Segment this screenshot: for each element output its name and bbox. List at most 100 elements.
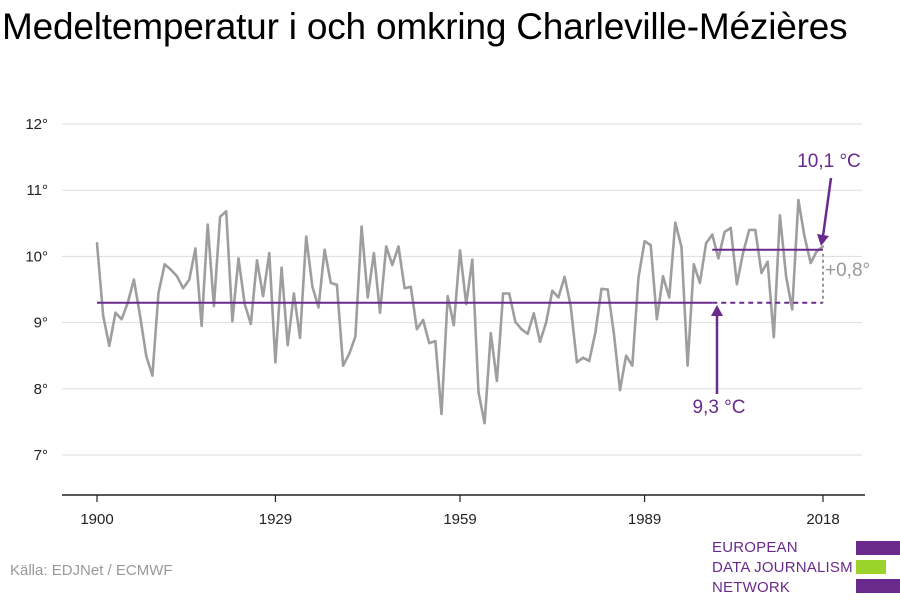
- data-point: [434, 339, 437, 343]
- data-point: [624, 354, 628, 357]
- data-point: [280, 266, 283, 269]
- data-point: [145, 354, 148, 357]
- data-point: [378, 311, 382, 314]
- data-point: [791, 308, 794, 311]
- data-point: [538, 340, 542, 343]
- temperature-series: [95, 198, 825, 425]
- data-point: [557, 296, 560, 299]
- data-point: [317, 306, 320, 309]
- x-tick-label: 2018: [806, 511, 839, 528]
- annotation-baseline-mean: 9,3 °C: [692, 397, 745, 418]
- data-point: [766, 260, 769, 263]
- data-point: [108, 344, 111, 347]
- data-point: [729, 226, 732, 230]
- data-point: [120, 318, 123, 321]
- data-point: [760, 271, 763, 275]
- data-point: [218, 215, 222, 218]
- data-point: [544, 321, 548, 324]
- data-point: [778, 214, 782, 217]
- data-point: [588, 359, 591, 363]
- data-point: [360, 225, 363, 228]
- y-tick-label: 8°: [34, 381, 48, 398]
- data-point: [268, 251, 271, 255]
- data-point: [772, 335, 775, 339]
- data-point: [821, 245, 825, 248]
- x-axis: 1900 1929 1959 1989 2018: [62, 494, 865, 528]
- data-point: [101, 314, 105, 318]
- y-tick-label: 12°: [25, 116, 48, 133]
- data-point: [797, 198, 800, 202]
- annotations: 10,1 °C 9,3 °C +0,8°: [692, 151, 870, 418]
- data-point: [483, 422, 486, 425]
- data-point: [114, 311, 117, 314]
- data-point: [372, 251, 376, 255]
- x-tick-label: 1929: [259, 511, 292, 528]
- data-point: [335, 283, 339, 287]
- data-point: [225, 210, 228, 213]
- data-point: [803, 235, 806, 238]
- data-point: [754, 228, 757, 232]
- data-point: [704, 241, 708, 245]
- source-note: Källa: EDJNet / ECMWF: [10, 562, 173, 579]
- data-point: [348, 352, 351, 355]
- data-point: [169, 268, 173, 271]
- data-point: [261, 294, 265, 298]
- data-point: [212, 304, 216, 308]
- arrowhead-recent: [817, 234, 829, 246]
- data-point: [249, 322, 253, 326]
- data-point: [181, 286, 185, 290]
- data-point: [784, 275, 788, 278]
- data-point: [311, 284, 314, 288]
- data-point: [501, 292, 505, 295]
- data-point: [304, 235, 308, 238]
- chart-title: Medeltemperatur i och omkring Charlevill…: [2, 6, 848, 47]
- reference-lines: [97, 248, 824, 304]
- logo-bar-bottom: [856, 579, 900, 593]
- data-point: [286, 343, 289, 347]
- data-point: [391, 263, 394, 267]
- data-point: [631, 364, 634, 367]
- edjnet-logo: EUROPEAN DATA JOURNALISM NETWORK: [700, 538, 900, 598]
- data-point: [366, 296, 369, 299]
- data-point: [692, 263, 695, 266]
- logo-text: EUROPEAN DATA JOURNALISM NETWORK: [712, 538, 853, 598]
- data-point: [618, 388, 622, 392]
- data-point: [452, 324, 456, 327]
- data-point: [612, 331, 616, 334]
- data-point: [194, 247, 197, 250]
- data-point: [674, 221, 677, 224]
- data-point: [274, 361, 277, 364]
- data-point: [151, 374, 154, 377]
- data-point: [403, 286, 406, 290]
- logo-line-3: NETWORK: [712, 579, 791, 596]
- data-point: [138, 314, 142, 318]
- data-point: [747, 228, 751, 232]
- logo-bar-middle: [856, 560, 886, 574]
- data-point: [409, 285, 412, 289]
- data-point: [686, 364, 689, 367]
- data-point: [735, 283, 739, 286]
- x-tick-label: 1989: [628, 511, 661, 528]
- data-point: [514, 320, 517, 324]
- data-point: [323, 248, 326, 251]
- data-point: [200, 324, 203, 328]
- y-tick-label: 10°: [25, 248, 48, 265]
- data-point: [680, 245, 683, 249]
- data-point: [237, 257, 240, 260]
- data-point: [661, 275, 665, 278]
- data-point: [711, 233, 714, 236]
- data-point: [354, 335, 357, 338]
- logo-line-1: EUROPEAN: [712, 539, 798, 556]
- data-point: [495, 379, 499, 383]
- data-point: [520, 328, 523, 331]
- x-tick-label: 1900: [80, 511, 113, 528]
- data-point: [526, 332, 529, 336]
- data-point: [594, 331, 597, 334]
- data-point: [421, 318, 425, 322]
- data-point: [231, 320, 234, 323]
- data-point: [157, 291, 160, 295]
- data-point: [717, 257, 720, 260]
- data-point: [292, 292, 296, 295]
- data-point: [458, 249, 462, 252]
